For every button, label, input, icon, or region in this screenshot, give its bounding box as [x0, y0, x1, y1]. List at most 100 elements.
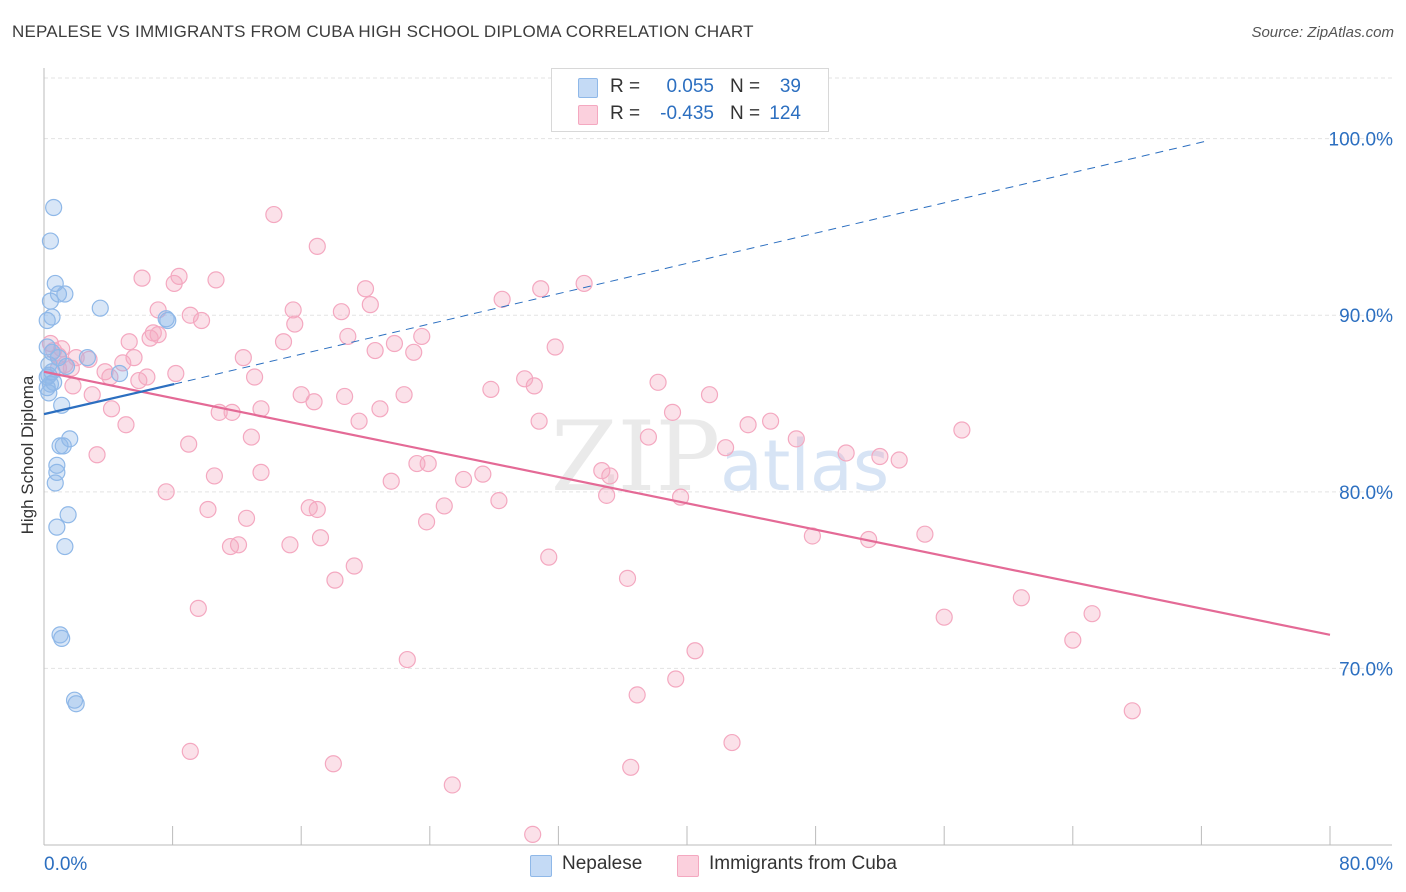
cuba-point [332, 303, 350, 321]
legend-label: Immigrants from Cuba [709, 853, 897, 874]
cuba-point [723, 733, 741, 752]
cuba-trend-line [43, 370, 1331, 636]
cuba-point [700, 386, 719, 404]
cuba-point [207, 271, 225, 289]
cuba-point [601, 467, 619, 485]
legend-label: Nepalese [562, 853, 643, 874]
cuba-point [916, 525, 934, 543]
cuba-point [114, 354, 132, 372]
nepalese-point [46, 474, 64, 492]
cuba-point [138, 368, 156, 386]
n-value: 124 [769, 103, 801, 124]
nepalese-point [46, 274, 64, 293]
cuba-point [667, 670, 685, 688]
cuba-point [493, 290, 511, 308]
cuba-point [382, 472, 400, 490]
r-label: R = [610, 76, 641, 97]
cuba-point [546, 338, 564, 356]
cuba-point [284, 301, 302, 319]
cuba-point [305, 393, 323, 411]
cuba-point [326, 571, 344, 589]
cuba-point [83, 386, 101, 404]
cuba-point [125, 349, 143, 367]
cuba-point [345, 557, 363, 575]
cuba-point [165, 274, 183, 293]
cuba-point [474, 465, 492, 483]
cuba-point [1012, 589, 1030, 607]
cuba-point [398, 650, 416, 669]
nepalese-point [56, 285, 74, 303]
chart-title: NEPALESE VS IMMIGRANTS FROM CUBA HIGH SC… [12, 22, 754, 41]
cuba-point [199, 500, 217, 519]
nepalese-point [38, 311, 56, 330]
cuba-swatch [578, 105, 598, 125]
cuba-point [361, 296, 379, 314]
cuba-point [618, 569, 637, 587]
cuba-point [181, 742, 199, 761]
cuba-point [837, 444, 855, 462]
cuba-point [311, 529, 330, 547]
nepalese-point [41, 292, 60, 310]
cuba-point [413, 327, 431, 346]
cuba-point [274, 333, 293, 351]
cuba-point [516, 370, 534, 388]
nepalese-point [67, 695, 85, 713]
cuba-point [117, 416, 135, 434]
nepalese-point [159, 311, 177, 330]
cuba-point [598, 486, 616, 504]
cuba-point [435, 497, 453, 515]
cuba-point [530, 412, 548, 430]
cuba-point [366, 341, 384, 360]
cuba-point [524, 825, 542, 844]
legend-row-cuba: R = -0.435 N = 124 [552, 100, 828, 126]
stats-legend: R = 0.055 N = 39 R = -0.435 N = 124 [551, 68, 829, 132]
cuba-point [167, 364, 185, 383]
nepalese-point [54, 437, 72, 455]
cuba-point [192, 311, 211, 330]
cuba-point [96, 363, 114, 381]
cuba-point [871, 447, 889, 466]
y-tick-label: 90.0% [1339, 306, 1393, 327]
n-value: 39 [779, 76, 801, 97]
cuba-point [350, 412, 368, 430]
data-points [38, 198, 1141, 844]
nepalese-point [48, 518, 66, 536]
cuba-point [890, 451, 908, 469]
r-label: R = [610, 103, 641, 124]
cuba-point [281, 536, 299, 554]
nepalese-point [48, 463, 66, 481]
cuba-point [532, 280, 550, 298]
y-axis-label: High School Diploma [18, 375, 37, 535]
cuba-point [385, 334, 404, 353]
cuba-point [639, 428, 658, 446]
cuba-point [242, 428, 260, 446]
nepalese-point [45, 198, 63, 217]
y-tick-label: 100.0% [1329, 130, 1394, 151]
cuba-point [286, 315, 304, 333]
cuba-point [761, 412, 780, 430]
cuba-point [371, 400, 389, 418]
cuba-point [120, 333, 138, 351]
cuba-point [336, 387, 354, 406]
axes [43, 68, 1392, 846]
n-label: N = [730, 103, 761, 124]
series-legend: Nepalese Immigrants from Cuba [0, 852, 1406, 878]
x-tick-label: 80.0% [1339, 854, 1393, 875]
cuba-point [1083, 605, 1101, 623]
nepalese-point [40, 366, 58, 384]
cuba-point [133, 269, 151, 287]
nepalese-point [38, 338, 56, 356]
chart-source: Source: ZipAtlas.com [1251, 24, 1394, 41]
cuba-point [525, 377, 543, 395]
cuba-point [324, 755, 342, 773]
cuba-point [739, 416, 757, 434]
cuba-point [245, 368, 264, 386]
cuba-point [157, 483, 175, 501]
tick-labels: 70.0% 80.0% 90.0% 100.0% 0.0% 80.0% [44, 130, 1393, 875]
cuba-point [490, 492, 508, 510]
cuba-point [405, 343, 423, 361]
cuba-point [417, 513, 436, 531]
r-value: 0.055 [666, 76, 714, 97]
watermark-zip: ZIP [551, 401, 720, 513]
